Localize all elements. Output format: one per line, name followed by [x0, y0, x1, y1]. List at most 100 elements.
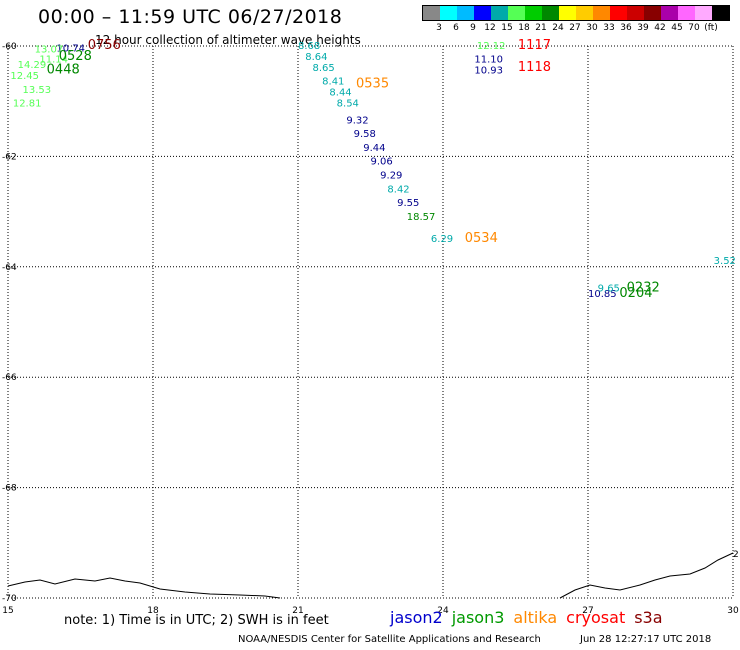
color-swatch [525, 6, 542, 20]
color-swatch [695, 6, 712, 20]
swh-value-label: 8.68 [298, 41, 320, 52]
color-scale-tick: 9 [470, 23, 476, 33]
swh-value-label: 8.44 [329, 88, 351, 99]
x-tick-label: 24 [437, 606, 449, 616]
swh-value-label: 9.44 [363, 143, 385, 154]
credit-line: NOAA/NESDIS Center for Satellite Applica… [238, 634, 541, 645]
pass-time-label: 0534 [465, 231, 498, 246]
legend-jason3: jason3 [451, 608, 505, 627]
color-swatch [644, 6, 661, 20]
pass-time-label: 1118 [518, 60, 551, 75]
satellite-legend: jason2 jason3 altika cryosat s3a [390, 608, 672, 627]
color-swatch [440, 6, 457, 20]
y-tick-label: -64 [2, 263, 17, 273]
contour-label: 2 [733, 550, 739, 560]
swh-value-label: 11.14 [39, 55, 68, 66]
color-scale-tick: 33 [603, 23, 615, 33]
color-scale-tick: 70 [688, 23, 700, 33]
swh-value-label: 18.57 [407, 212, 436, 223]
swh-value-label: 9.65 [598, 284, 620, 295]
color-scale-swatches [422, 5, 730, 21]
y-tick-label: -66 [2, 373, 17, 383]
map-grid [7, 45, 734, 599]
legend-altika: altika [513, 608, 558, 627]
swh-value-label: 8.65 [313, 63, 335, 74]
swh-value-label: 12.12 [477, 41, 506, 52]
color-swatch [576, 6, 593, 20]
color-swatch [542, 6, 559, 20]
pass-time-label: 1117 [518, 38, 551, 53]
color-scale-tick: 45 [671, 23, 683, 33]
legend-cryosat: cryosat [566, 608, 626, 627]
color-scale-tick: 3 [436, 23, 442, 33]
y-tick-label: -70 [2, 594, 17, 604]
swh-value-label: 10.74 [56, 44, 85, 55]
swh-value-label: 8.42 [387, 184, 409, 195]
legend-s3a: s3a [634, 608, 663, 627]
color-scale-tick: 30 [586, 23, 598, 33]
color-scale-ticks: 3 6 9 12 15 18 21 24 27 30 33 36 39 42 45 70 (ft) [422, 21, 730, 35]
swh-value-label: 13.53 [23, 85, 52, 96]
color-scale-tick: 6 [453, 23, 459, 33]
generation-timestamp: Jun 28 12:27:17 UTC 2018 [580, 634, 712, 645]
color-swatch [712, 6, 729, 20]
swh-value-label: 12.45 [10, 71, 39, 82]
color-swatch [593, 6, 610, 20]
x-tick-label: 18 [147, 606, 159, 616]
swh-value-label: 11.10 [474, 55, 503, 66]
swh-value-label: 6.29 [431, 234, 453, 245]
color-swatch [508, 6, 525, 20]
color-swatch [661, 6, 678, 20]
y-tick-label: -62 [2, 152, 17, 162]
color-swatch [474, 6, 491, 20]
swh-value-label: 9.32 [346, 115, 368, 126]
color-scale-tick: 12 [484, 23, 496, 33]
chart-subtitle: 12 hour collection of altimeter wave hei… [95, 33, 361, 47]
pass-time-label: 0204 [619, 286, 652, 301]
color-scale-tick: 21 [535, 23, 547, 33]
swh-value-label: 8.64 [305, 52, 327, 63]
color-swatch [627, 6, 644, 20]
swh-value-label: 13.07 [35, 45, 64, 56]
coastline-path [559, 552, 734, 599]
coastline: 2 [7, 550, 739, 599]
swh-value-label: 8.41 [322, 77, 344, 88]
x-tick-label: 27 [582, 606, 593, 616]
x-tick-label: 30 [727, 606, 739, 616]
swh-value-label: 10.85 [588, 289, 617, 300]
color-swatch [559, 6, 576, 20]
color-swatch [678, 6, 695, 20]
swh-value-label: 3.52 [714, 256, 736, 267]
color-scale-tick: 42 [654, 23, 666, 33]
pass-time-label: 0448 [47, 63, 80, 78]
color-scale-tick: 39 [637, 23, 649, 33]
y-tick-label: -60 [2, 42, 17, 52]
swh-value-label: 14.29 [18, 60, 47, 71]
coastline-path [7, 577, 281, 599]
pass-time-label: 0535 [356, 76, 389, 91]
color-scale-tick: 36 [620, 23, 632, 33]
color-scale-tick: 18 [518, 23, 530, 33]
swh-value-label: 10.93 [474, 66, 503, 77]
x-tick-label: 21 [292, 606, 303, 616]
swh-value-label: 9.29 [380, 170, 402, 181]
color-scale-tick: 27 [569, 23, 581, 33]
axis-tick-labels: 15 18 21 24 27 30 -60 -62 -64 -66 -68 -70 [2, 42, 739, 616]
color-swatch [491, 6, 508, 20]
color-swatch [423, 6, 440, 20]
pass-time-label: 0528 [59, 49, 92, 64]
legend-jason2: jason2 [390, 608, 443, 627]
pass-time-label: 0756 [88, 38, 121, 53]
color-scale-tick: (ft) [704, 23, 718, 33]
swh-value-label: 8.54 [337, 99, 359, 110]
swh-labels: 8.688.648.65 8.418.448.54 0535 9.32 9.58 9.44… [10, 38, 736, 301]
swh-value-label: 9.55 [397, 198, 419, 209]
x-tick-label: 15 [2, 606, 13, 616]
swh-value-label: 9.06 [371, 157, 393, 168]
swh-value-label: 12.81 [13, 99, 42, 110]
swh-value-label: 9.58 [354, 129, 376, 140]
color-scale-tick: 15 [501, 23, 513, 33]
chart-title: 00:00 – 11:59 UTC 06/27/2018 [38, 6, 343, 28]
color-swatch [457, 6, 474, 20]
